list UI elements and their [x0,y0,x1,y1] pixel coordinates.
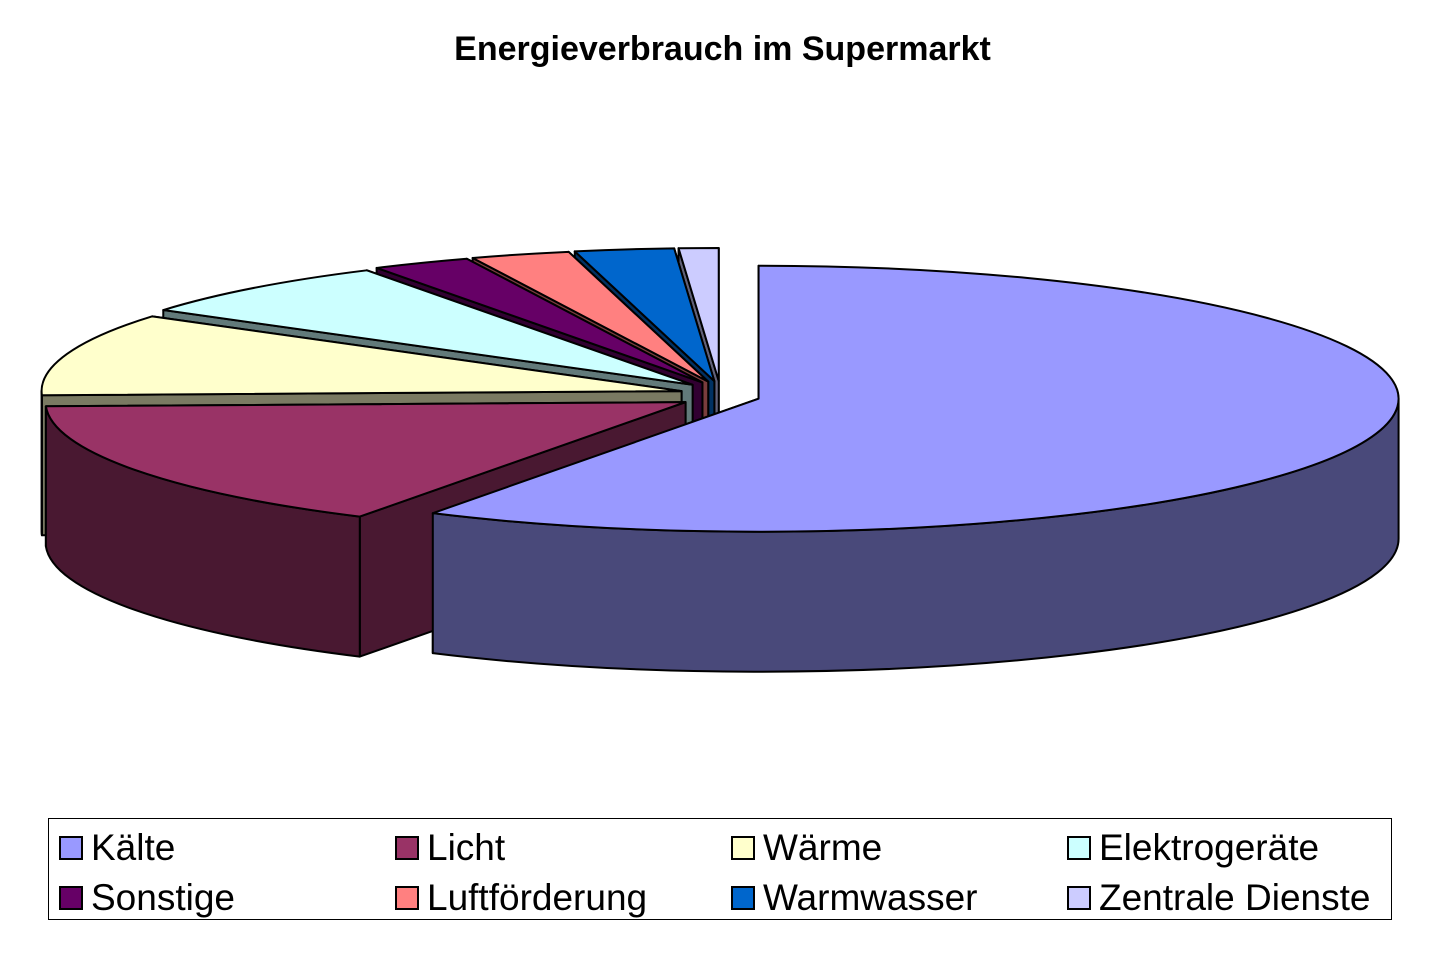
legend-item-kaelte: Kälte [59,827,175,869]
legend-swatch-kaelte [59,836,83,860]
legend-item-luftfoerderung: Luftförderung [395,877,647,919]
slice-kaelte [431,264,1400,533]
legend: Kälte Licht Wärme Elektrogeräte Sonstige Luft… [48,818,1392,920]
slice-zentrale-dienste [677,247,720,383]
slice-luftfoerderung [471,250,710,383]
legend-item-sonstige: Sonstige [59,877,235,919]
legend-item-licht: Licht [395,827,505,869]
slice-elektrogeraete [162,269,694,386]
slice-warmwasser [573,247,716,383]
slice-waerme [40,315,683,397]
legend-item-waerme: Wärme [731,827,882,869]
legend-label: Zentrale Dienste [1099,877,1371,918]
legend-label: Sonstige [91,877,235,918]
legend-swatch-zentrale-dienste [1067,886,1091,910]
legend-swatch-licht [395,836,419,860]
legend-swatch-luftfoerderung [395,886,419,910]
legend-item-elektrogeraete: Elektrogeräte [1067,827,1319,869]
slice-sonstige [375,257,704,384]
legend-label: Elektrogeräte [1099,827,1320,868]
legend-label: Kälte [91,827,176,868]
legend-swatch-waerme [731,836,755,860]
slice-licht [44,401,687,518]
legend-swatch-sonstige [59,886,83,910]
legend-label: Wärme [763,827,883,868]
legend-item-zentrale-dienste: Zentrale Dienste [1067,877,1370,919]
legend-item-warmwasser: Warmwasser [731,877,977,919]
legend-label: Warmwasser [763,877,978,918]
legend-label: Licht [427,827,506,868]
chart-title: Energieverbrauch im Supermarkt [454,30,991,68]
legend-label: Luftförderung [427,877,648,918]
legend-swatch-warmwasser [731,886,755,910]
legend-swatch-elektrogeraete [1067,836,1091,860]
